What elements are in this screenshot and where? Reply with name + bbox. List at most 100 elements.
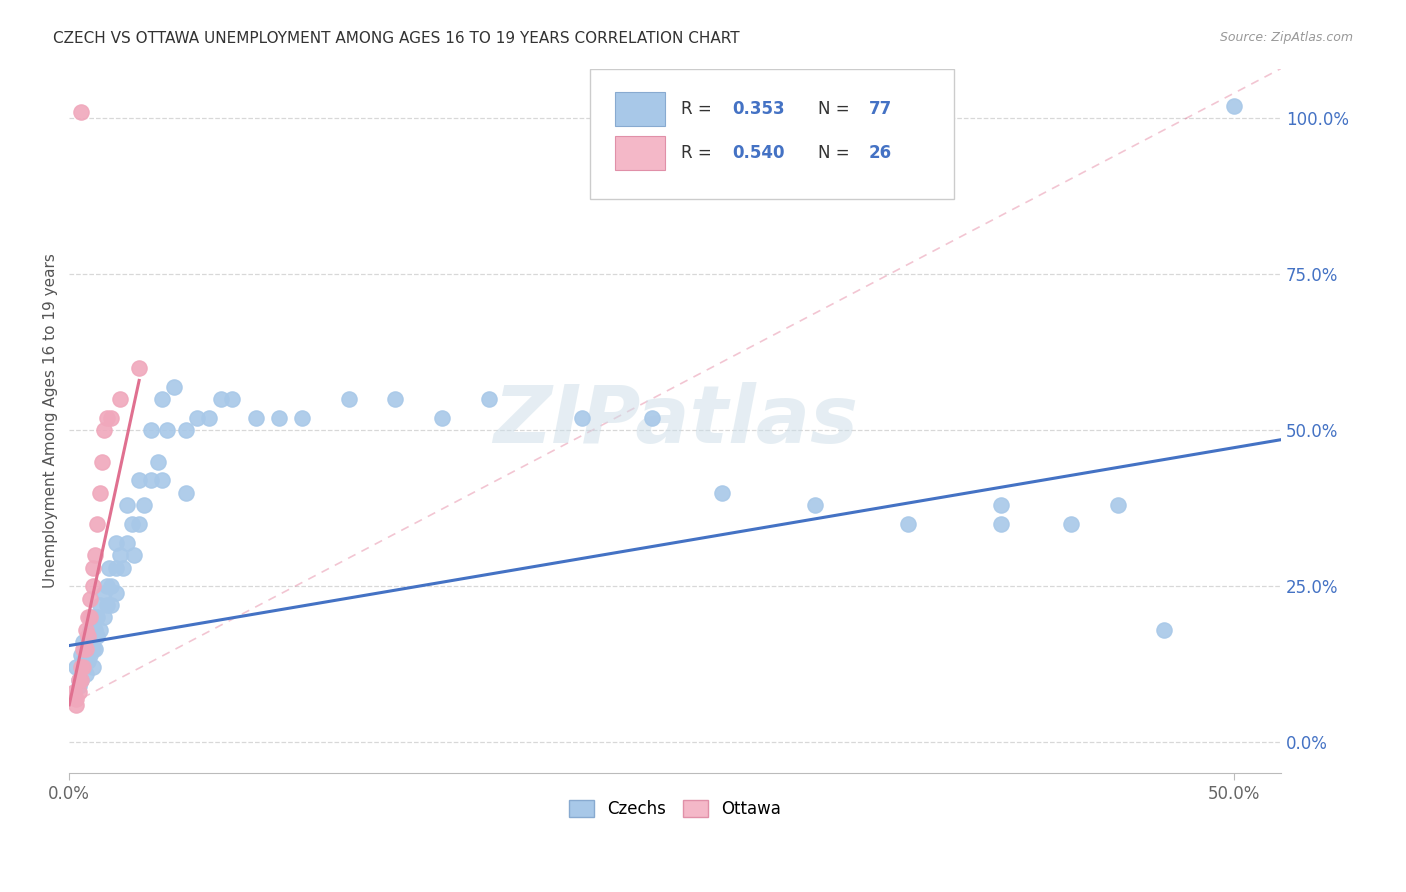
Point	[70, 673, 93, 687]
Point	[110, 392, 132, 406]
Point	[1060, 516, 1083, 531]
Point	[82, 579, 104, 593]
Bar	[614, 136, 665, 170]
Point	[152, 392, 174, 406]
Point	[72, 635, 94, 649]
Point	[70, 105, 93, 120]
Point	[156, 423, 179, 437]
Point	[96, 410, 118, 425]
Point	[100, 579, 122, 593]
Text: R =: R =	[681, 100, 717, 118]
Point	[641, 410, 664, 425]
Point	[70, 648, 93, 662]
Point	[897, 516, 920, 531]
Point	[67, 673, 90, 687]
Text: N =: N =	[818, 100, 855, 118]
Point	[121, 516, 143, 531]
Point	[89, 485, 111, 500]
Point	[139, 423, 162, 437]
Point	[128, 473, 150, 487]
Point	[104, 585, 127, 599]
Point	[430, 410, 453, 425]
Point	[93, 423, 115, 437]
Point	[82, 623, 104, 637]
FancyBboxPatch shape	[591, 69, 953, 199]
Point	[117, 498, 139, 512]
Point	[804, 498, 827, 512]
Point	[710, 485, 733, 500]
Point	[72, 641, 94, 656]
Point	[110, 548, 132, 562]
Point	[65, 698, 87, 712]
Text: 0.540: 0.540	[733, 145, 785, 162]
Text: Source: ZipAtlas.com: Source: ZipAtlas.com	[1219, 31, 1353, 45]
Point	[76, 629, 98, 643]
Point	[72, 654, 94, 668]
Point	[384, 392, 406, 406]
Text: 0.353: 0.353	[733, 100, 785, 118]
Point	[75, 666, 97, 681]
Point	[86, 516, 108, 531]
Point	[82, 641, 104, 656]
Point	[67, 685, 90, 699]
Point	[186, 410, 208, 425]
Point	[82, 560, 104, 574]
Point	[198, 410, 221, 425]
Point	[1107, 498, 1129, 512]
Point	[990, 516, 1012, 531]
Point	[89, 623, 111, 637]
Point	[104, 535, 127, 549]
Point	[100, 598, 122, 612]
Point	[152, 473, 174, 487]
Point	[82, 610, 104, 624]
Text: 77: 77	[869, 100, 893, 118]
Text: 26: 26	[869, 145, 891, 162]
Point	[128, 516, 150, 531]
Point	[174, 485, 197, 500]
Bar	[614, 92, 665, 126]
Point	[1153, 623, 1175, 637]
Point	[79, 623, 101, 637]
Point	[990, 498, 1012, 512]
Point	[139, 473, 162, 487]
Point	[337, 392, 360, 406]
Point	[132, 498, 155, 512]
Point	[82, 660, 104, 674]
Point	[146, 454, 169, 468]
Point	[76, 654, 98, 668]
Point	[75, 623, 97, 637]
Point	[67, 679, 90, 693]
Text: CZECH VS OTTAWA UNEMPLOYMENT AMONG AGES 16 TO 19 YEARS CORRELATION CHART: CZECH VS OTTAWA UNEMPLOYMENT AMONG AGES …	[53, 31, 740, 46]
Point	[83, 641, 105, 656]
Point	[86, 629, 108, 643]
Point	[174, 423, 197, 437]
Point	[291, 410, 314, 425]
Point	[76, 641, 98, 656]
Point	[70, 673, 93, 687]
Point	[124, 548, 146, 562]
Point	[65, 691, 87, 706]
Legend: Czechs, Ottawa: Czechs, Ottawa	[562, 794, 787, 825]
Point	[70, 660, 93, 674]
Point	[83, 623, 105, 637]
Point	[209, 392, 232, 406]
Point	[245, 410, 267, 425]
Point	[83, 548, 105, 562]
Point	[70, 660, 93, 674]
Point	[128, 361, 150, 376]
Point	[221, 392, 243, 406]
Point	[90, 454, 112, 468]
Point	[104, 560, 127, 574]
Point	[67, 673, 90, 687]
Point	[100, 410, 122, 425]
Point	[93, 585, 115, 599]
Point	[267, 410, 290, 425]
Point	[89, 598, 111, 612]
Point	[75, 654, 97, 668]
Point	[117, 535, 139, 549]
Point	[96, 579, 118, 593]
Point	[1223, 99, 1246, 113]
Point	[79, 610, 101, 624]
Point	[76, 629, 98, 643]
Text: N =: N =	[818, 145, 855, 162]
